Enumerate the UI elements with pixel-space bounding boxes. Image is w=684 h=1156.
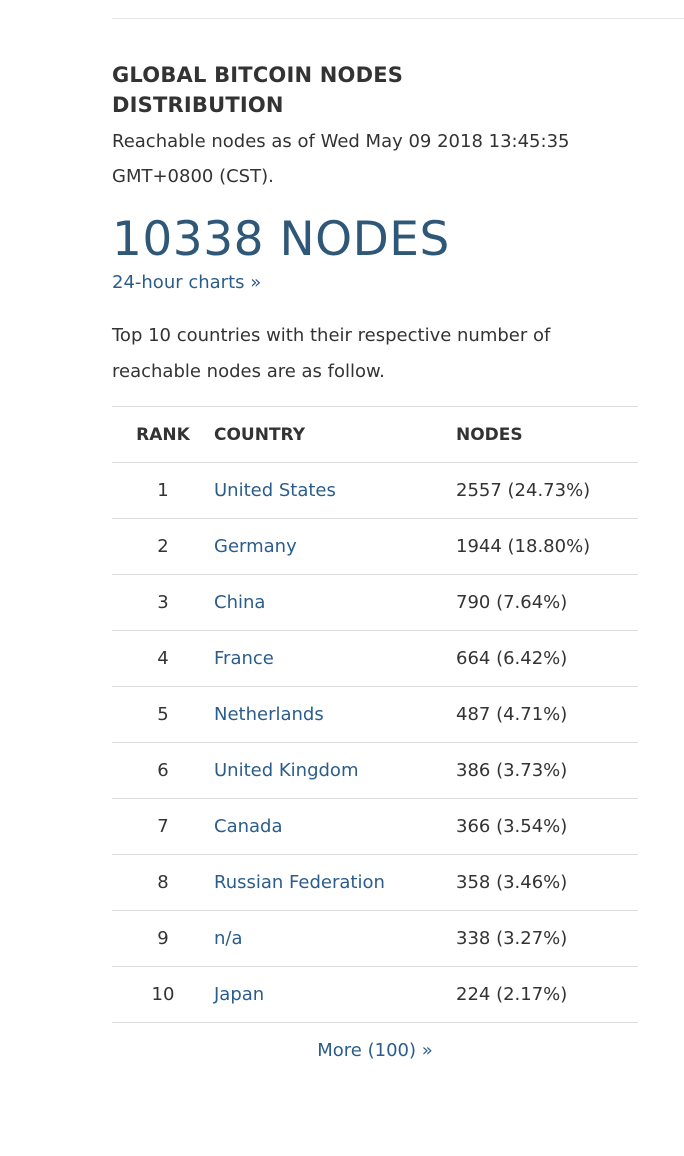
country-link[interactable]: Germany [214, 536, 297, 557]
country-cell: United Kingdom [214, 742, 456, 799]
table-row: 2 Germany 1944 (18.80%) [112, 518, 638, 575]
header-row: RANK COUNTRY NODES [112, 406, 638, 463]
nodes-cell: 2557 (24.73%) [456, 462, 638, 519]
nodes-cell: 224 (2.17%) [456, 966, 638, 1023]
charts-link[interactable]: 24-hour charts » [112, 272, 262, 293]
country-link[interactable]: China [214, 592, 266, 613]
table-row: 7 Canada 366 (3.54%) [112, 798, 638, 855]
rank-cell: 7 [112, 798, 214, 855]
country-cell: Russian Federation [214, 854, 456, 911]
rank-cell: 2 [112, 518, 214, 575]
rank-cell: 5 [112, 686, 214, 743]
divider [112, 18, 684, 19]
subtitle: Reachable nodes as of Wed May 09 2018 13… [112, 131, 570, 187]
rank-cell: 6 [112, 742, 214, 799]
rank-cell: 8 [112, 854, 214, 911]
column-header: RANK [112, 406, 214, 463]
nodes-cell: 1944 (18.80%) [456, 518, 638, 575]
country-cell: Canada [214, 798, 456, 855]
table-row: 6 United Kingdom 386 (3.73%) [112, 742, 638, 799]
country-link[interactable]: Canada [214, 816, 283, 837]
rank-cell: 10 [112, 966, 214, 1023]
table-row: 1 United States 2557 (24.73%) [112, 462, 638, 519]
nodes-cell: 664 (6.42%) [456, 630, 638, 687]
total-nodes: 10338 NODES [112, 212, 450, 267]
table-row: 5 Netherlands 487 (4.71%) [112, 686, 638, 743]
country-cell: United States [214, 462, 456, 519]
nodes-cell: 386 (3.73%) [456, 742, 638, 799]
nodes-cell: 487 (4.71%) [456, 686, 638, 743]
country-link[interactable]: Japan [214, 984, 265, 1005]
country-cell: France [214, 630, 456, 687]
table-row: 8 Russian Federation 358 (3.46%) [112, 854, 638, 911]
country-cell: Netherlands [214, 686, 456, 743]
column-header: NODES [456, 406, 638, 463]
content: GLOBAL BITCOIN NODES DISTRIBUTION Reacha… [112, 60, 638, 1079]
country-link[interactable]: Netherlands [214, 704, 324, 725]
table-row: 4 France 664 (6.42%) [112, 630, 638, 687]
country-cell: China [214, 574, 456, 631]
rank-cell: 9 [112, 910, 214, 967]
nodes-cell: 358 (3.46%) [456, 854, 638, 911]
rank-cell: 4 [112, 630, 214, 687]
title: GLOBAL BITCOIN NODES DISTRIBUTION [112, 63, 404, 117]
country-link[interactable]: France [214, 648, 274, 669]
nodes-cell: 338 (3.27%) [456, 910, 638, 967]
country-link[interactable]: United States [214, 480, 336, 501]
country-link[interactable]: United Kingdom [214, 760, 359, 781]
table-row: 10 Japan 224 (2.17%) [112, 966, 638, 1023]
country-cell: n/a [214, 910, 456, 967]
nodes-table: RANK COUNTRY NODES 1 United States 2557 (24.… [112, 406, 638, 1023]
country-cell: Japan [214, 966, 456, 1023]
nodes-cell: 790 (7.64%) [456, 574, 638, 631]
table-row: 3 China 790 (7.64%) [112, 574, 638, 631]
table-row: 9 n/a 338 (3.27%) [112, 910, 638, 967]
intro: Top 10 countries with their respective n… [112, 325, 551, 382]
country-link[interactable]: Russian Federation [214, 872, 385, 893]
nodes-cell: 366 (3.54%) [456, 798, 638, 855]
country-cell: Germany [214, 518, 456, 575]
column-header: COUNTRY [214, 406, 456, 463]
more-link[interactable]: More (100) » [317, 1040, 433, 1061]
rank-cell: 1 [112, 462, 214, 519]
rank-cell: 3 [112, 574, 214, 631]
country-link[interactable]: n/a [214, 928, 243, 949]
table-body: 1 United States 2557 (24.73%) 2 Germany 1944 … [112, 462, 638, 1023]
